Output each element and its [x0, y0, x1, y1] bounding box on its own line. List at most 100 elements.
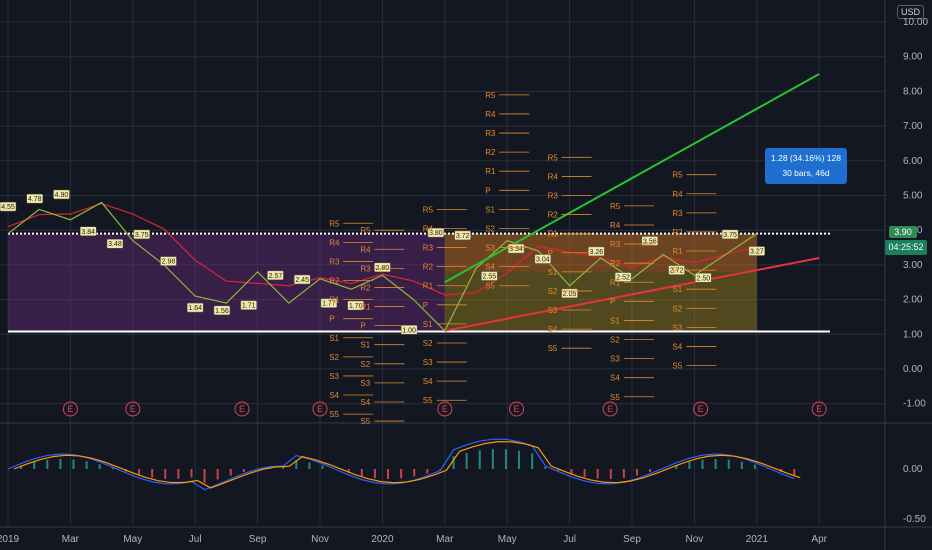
osc-tick-label: 0.00	[903, 464, 923, 475]
time-tick-label: Mar	[62, 534, 80, 545]
measure-line-2: 30 bars, 46d	[782, 168, 830, 178]
histogram-bar	[675, 464, 678, 469]
peak-label: 3.80	[429, 230, 443, 237]
peak-label-box	[400, 325, 418, 335]
histogram-bar	[740, 461, 743, 469]
time-tick-label: Mar	[436, 534, 454, 545]
peak-label: 4.90	[55, 192, 69, 199]
earnings-badge	[62, 401, 78, 417]
pivot-label: R4	[485, 110, 496, 119]
time-tick-label: May	[498, 534, 517, 545]
pivot-label: R1	[485, 167, 496, 176]
pivot-label: S1	[423, 320, 433, 329]
pivot-label: S3	[610, 355, 620, 364]
peak-label: 2.05	[563, 291, 577, 298]
price-line	[7, 201, 758, 332]
pivot-label: S4	[548, 325, 558, 334]
oscillator-axis: 0.00 -0.50	[903, 464, 926, 525]
histogram-bar	[164, 469, 167, 479]
histogram-bar	[635, 469, 638, 476]
peak-label-box	[267, 270, 284, 281]
histogram-bar	[426, 469, 429, 474]
pivot-label: S2	[672, 304, 682, 313]
histogram-bar	[767, 468, 770, 469]
histogram-bar	[727, 459, 730, 469]
earnings-badge-label: E	[607, 404, 613, 414]
peak-label: 1.70	[349, 303, 363, 310]
pivot-label: R5	[548, 153, 559, 162]
peak-label-box	[641, 236, 659, 246]
histogram-bar	[622, 469, 625, 478]
pivot-label: S5	[672, 362, 682, 371]
pivot-label: S1	[610, 316, 620, 325]
histogram-bar	[98, 464, 101, 469]
histogram-bar	[347, 469, 350, 473]
pivot-label: P	[610, 297, 615, 306]
peak-label-box	[507, 243, 525, 254]
pivot-label: S4	[610, 374, 620, 383]
earnings-badge	[437, 401, 453, 417]
peak-label-box	[53, 189, 70, 200]
price-tick-label: 6.00	[903, 156, 923, 167]
pivot-label: R1	[672, 247, 683, 256]
time-tick-label: Jul	[189, 534, 202, 545]
histogram-bar	[596, 469, 599, 479]
purple-zone	[8, 233, 445, 331]
peak-label: 3.84	[81, 229, 95, 236]
pivot-label: S5	[329, 410, 339, 419]
earnings-badge-label: E	[442, 404, 448, 414]
earnings-badge	[234, 401, 250, 417]
earnings-badge-label: E	[514, 404, 520, 414]
currency-label[interactable]: USD	[897, 5, 925, 19]
histogram-bar	[33, 462, 36, 469]
peak-labels: 4.55 4.78 4.90 3.84 3.48 3.75 2.98 1.64 1.56 1.71…	[0, 189, 766, 335]
pivot-label: R3	[423, 244, 434, 253]
peak-label-box	[320, 298, 338, 308]
pivot-label: R5	[360, 226, 371, 235]
pivot-label: P	[548, 249, 553, 258]
peak-label-box	[695, 273, 712, 283]
histogram-bar	[413, 469, 416, 477]
peak-label-box	[347, 300, 364, 311]
price-tick-label: 0.00	[903, 364, 923, 375]
oscillator	[7, 438, 801, 491]
moving-average-line	[7, 202, 757, 296]
histogram-bar	[688, 461, 691, 469]
histogram-bar	[190, 469, 193, 478]
histogram-bar	[151, 469, 154, 478]
pivot-label: R2	[360, 283, 371, 292]
pivot-label: R4	[548, 172, 559, 181]
pivot-label: R4	[610, 221, 621, 230]
pivot-label: P	[423, 301, 428, 310]
histogram-bar	[570, 469, 573, 475]
pivot-label: S4	[329, 391, 339, 400]
peak-label-box	[614, 272, 632, 282]
earnings-badge	[509, 401, 525, 417]
histogram-bar	[465, 452, 468, 469]
last-price-tag: 3.90	[889, 226, 917, 238]
earnings-badge-label: E	[698, 404, 704, 414]
peak-label: 1.00	[402, 327, 416, 334]
earnings-badge	[693, 401, 709, 417]
peak-label-box	[748, 246, 766, 256]
pivot-label: R2	[548, 211, 559, 220]
peak-label: 2.55	[483, 274, 497, 281]
pivot-label: P	[672, 266, 677, 275]
price-tick-label: 5.00	[903, 191, 923, 202]
pivot-label: P	[360, 322, 365, 331]
histogram-bar	[229, 469, 232, 476]
signal-line	[13, 441, 801, 489]
pivot-label: R1	[360, 303, 371, 312]
pivot-label: R4	[672, 190, 683, 199]
peak-label: 3.75	[135, 232, 149, 239]
earnings-badge	[602, 401, 618, 417]
histogram-bar	[583, 469, 586, 477]
histogram-bar	[308, 462, 311, 469]
pivot-label: R1	[329, 296, 340, 305]
peak-label: 3.26	[590, 249, 604, 256]
pivot-label: S2	[329, 353, 339, 362]
histogram-bar	[491, 449, 494, 469]
histogram-bar	[649, 469, 652, 473]
histogram-bar	[518, 450, 521, 469]
